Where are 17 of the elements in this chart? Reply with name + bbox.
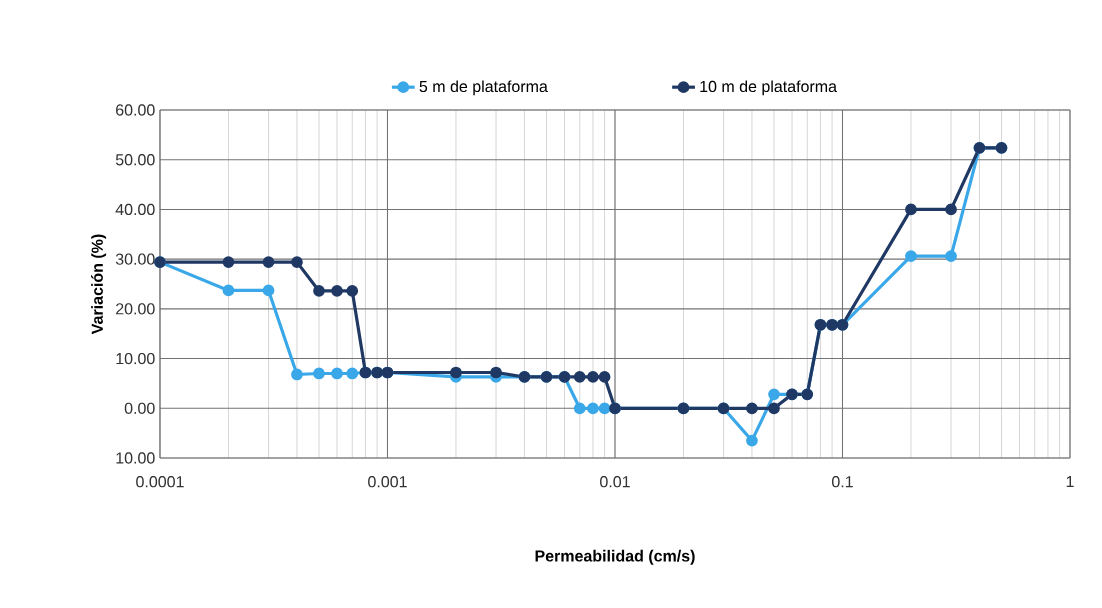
x-tick-label: 0.0001 xyxy=(136,476,184,488)
x-tick-label: 0.001 xyxy=(368,476,407,488)
y-tick-label: 60.00 xyxy=(116,104,155,116)
y-axis-title: Variación (%) xyxy=(91,234,107,335)
y-tick-label: 40.00 xyxy=(115,203,155,216)
y-tick-label: 10.00 xyxy=(116,452,155,464)
x-tick-label: 0.01 xyxy=(600,476,630,488)
y-tick-label: 20.00 xyxy=(116,303,155,315)
legend-label: 5 m de plataforma xyxy=(419,80,548,96)
y-tick-label: 50.00 xyxy=(115,154,155,166)
y-tick-label: 0.00 xyxy=(124,402,155,414)
x-tick-label: 1 xyxy=(1066,476,1074,488)
y-tick-label: 10.00 xyxy=(116,352,155,365)
legend-label: 10 m de plataforma xyxy=(700,80,837,96)
x-tick-label: 0.1 xyxy=(832,476,853,488)
y-tick-label: 30.00 xyxy=(115,253,155,265)
x-axis-title: Permeabilidad (cm/s) xyxy=(535,549,695,565)
